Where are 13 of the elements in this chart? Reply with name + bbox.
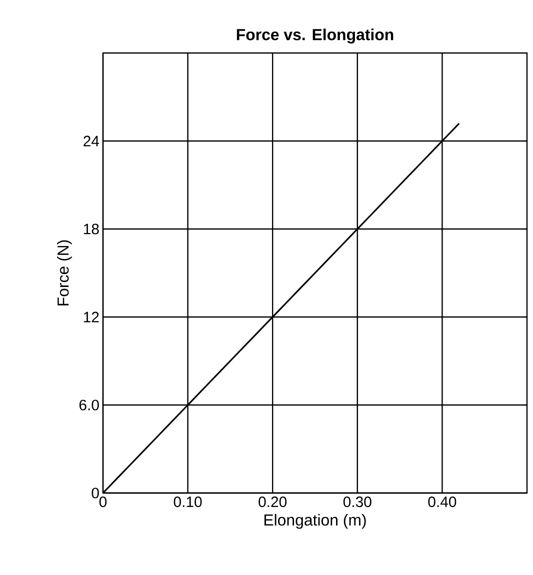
y-tick-label: 0 [92,488,99,498]
x-axis-title: Elongation (m) [264,514,366,529]
y-tick-label: 12 [84,312,99,322]
x-tick-label: 0.40 [428,496,456,508]
x-tick-label: 0.20 [258,496,287,508]
x-tick-label: 0.30 [343,496,372,508]
y-tick-label: 6.0 [79,400,99,410]
y-tick-label: 24 [84,136,100,146]
x-tick-label: 0 [99,496,107,508]
x-tick-label: 0.10 [174,496,202,508]
y-axis-title: Force (N) [57,240,72,306]
chart-title: Force vs. Elongation [236,28,394,44]
y-tick-label: 18 [84,224,99,234]
